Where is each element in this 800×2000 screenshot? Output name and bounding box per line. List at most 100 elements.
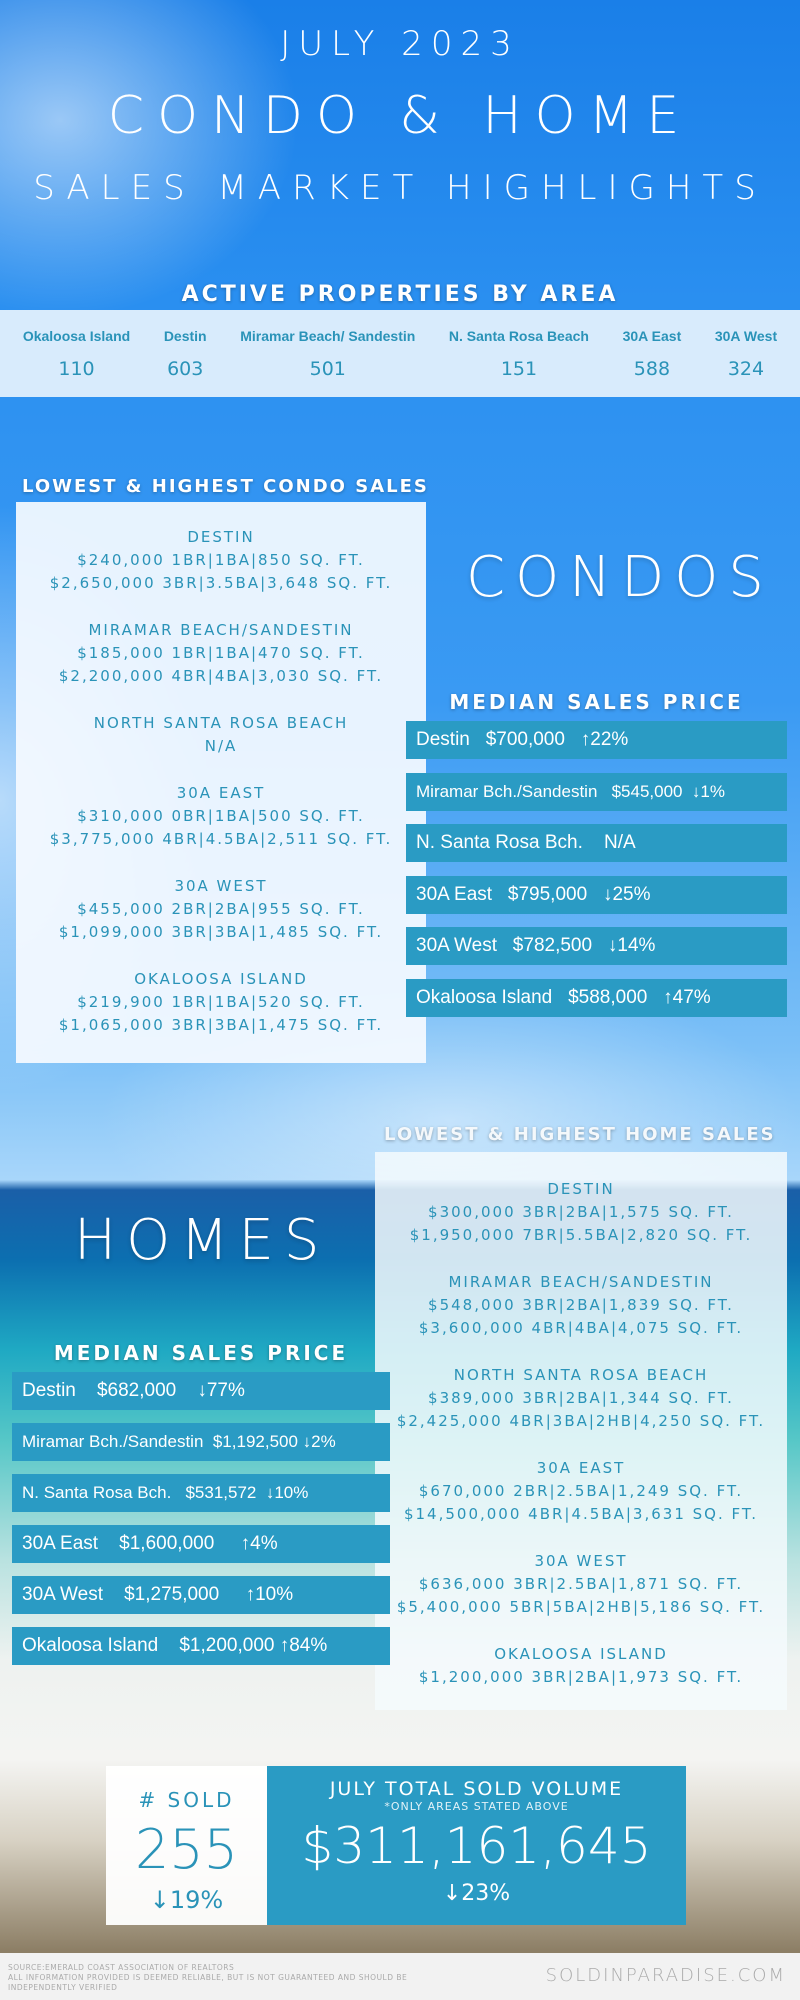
sales-line: $14,500,000 4BR|4.5BA|3,631 SQ. FT. <box>403 1505 759 1523</box>
active-properties-band: Okaloosa Island 110 Destin 603 Miramar Beach… <box>0 310 800 397</box>
median-row: 30A West $1,275,000 ↑10% <box>12 1576 390 1614</box>
sales-group: 30A WEST $455,000 2BR|2BA|955 SQ. FT. $1,0… <box>16 875 426 944</box>
sales-area: DESTIN <box>187 528 255 546</box>
area-column: 30A West 324 <box>715 310 777 397</box>
header-month: JULY 2023 <box>280 24 520 64</box>
median-row: 30A East $795,000 ↓25% <box>406 875 787 914</box>
sales-line: $670,000 2BR|2.5BA|1,249 SQ. FT. <box>418 1482 744 1500</box>
condo-sales-title: LOWEST & HIGHEST CONDO SALES <box>22 476 429 497</box>
sales-line: $2,650,000 3BR|3.5BA|3,648 SQ. FT. <box>49 574 393 592</box>
sales-line: $455,000 2BR|2BA|955 SQ. FT. <box>77 900 365 918</box>
area-count: 110 <box>58 358 95 380</box>
home-median-list: Destin $682,000 ↓77% Miramar Bch./Sandest… <box>12 1372 390 1678</box>
sales-area: 30A WEST <box>174 877 268 895</box>
sales-line: $1,200,000 3BR|2BA|1,973 SQ. FT. <box>418 1668 744 1686</box>
sales-group: 30A EAST $670,000 2BR|2.5BA|1,249 SQ. FT.… <box>375 1457 787 1526</box>
median-row: Miramar Bch./Sandestin $1,192,500 ↓2% <box>12 1423 390 1461</box>
sales-group: NORTH SANTA ROSA BEACH $389,000 3BR|2BA|1… <box>375 1364 787 1433</box>
sold-count: 255 <box>134 1818 239 1881</box>
sales-group: MIRAMAR BEACH/SANDESTIN $185,000 1BR|1BA|… <box>16 619 426 688</box>
area-count: 588 <box>633 358 671 380</box>
page-subtitle: SALES MARKET HIGHLIGHTS <box>33 168 767 208</box>
sales-line: $3,600,000 4BR|4BA|4,075 SQ. FT. <box>418 1319 744 1337</box>
active-title: ACTIVE PROPERTIES BY AREA <box>181 282 619 307</box>
area-column: 30A East 588 <box>623 310 682 397</box>
median-row: N. Santa Rosa Bch. N/A <box>406 824 787 862</box>
sales-line: $636,000 3BR|2.5BA|1,871 SQ. FT. <box>418 1575 744 1593</box>
condo-median-title: MEDIAN SALES PRICE <box>449 690 744 714</box>
sales-line: $185,000 1BR|1BA|470 SQ. FT. <box>77 644 365 662</box>
area-name: Destin <box>163 328 207 344</box>
sales-line: $240,000 1BR|1BA|850 SQ. FT. <box>77 551 365 569</box>
sold-count-box: # SOLD 255 ↓19% <box>106 1766 267 1925</box>
area-column: Destin 603 <box>164 310 207 397</box>
sales-group: NORTH SANTA ROSA BEACH N/A <box>16 712 426 758</box>
sales-line: $548,000 3BR|2BA|1,839 SQ. FT. <box>428 1296 734 1314</box>
footer: SOURCE:EMERALD COAST ASSOCIATION OF REAL… <box>0 1953 800 2000</box>
sales-area: OKALOOSA ISLAND <box>134 970 308 988</box>
homes-label: HOMES <box>74 1208 330 1273</box>
sales-group: 30A EAST $310,000 0BR|1BA|500 SQ. FT. $3,7… <box>16 782 426 851</box>
sales-area: 30A WEST <box>534 1552 628 1570</box>
median-row: Destin $700,000 ↑22% <box>406 721 787 759</box>
sales-area: 30A EAST <box>176 784 266 802</box>
volume-change: ↓23% <box>442 1881 511 1906</box>
footer-disclaimer: ALL INFORMATION PROVIDED IS DEEMED RELIA… <box>8 1973 408 1992</box>
sales-line: $5,400,000 5BR|5BA|2HB|5,186 SQ. FT. <box>396 1598 766 1616</box>
volume-label: JULY TOTAL SOLD VOLUME <box>329 1778 624 1800</box>
sales-line: $2,425,000 4BR|3BA|2HB|4,250 SQ. FT. <box>396 1412 766 1430</box>
condo-median-list: Destin $700,000 ↑22% Miramar Bch./Sandest… <box>406 721 787 1030</box>
sales-line: N/A <box>204 737 238 755</box>
median-row: Okaloosa Island $1,200,000 ↑84% <box>12 1627 390 1665</box>
area-column: Miramar Beach/ Sandestin 501 <box>240 310 415 397</box>
sales-line: $300,000 3BR|2BA|1,575 SQ. FT. <box>428 1203 734 1221</box>
median-row: Miramar Bch./Sandestin $545,000 ↓1% <box>406 772 787 811</box>
sales-area: NORTH SANTA ROSA BEACH <box>93 714 349 732</box>
volume-box: JULY TOTAL SOLD VOLUME *ONLY AREAS STATE… <box>267 1766 686 1925</box>
sales-area: MIRAMAR BEACH/SANDESTIN <box>448 1273 714 1291</box>
sales-line: $389,000 3BR|2BA|1,344 SQ. FT. <box>428 1389 734 1407</box>
condo-sales-box: DESTIN $240,000 1BR|1BA|850 SQ. FT. $2,650… <box>16 502 426 1063</box>
area-name: Miramar Beach/ Sandestin <box>240 328 416 344</box>
home-median-title: MEDIAN SALES PRICE <box>53 1341 349 1365</box>
area-name: 30A West <box>714 328 778 344</box>
sales-line: $310,000 0BR|1BA|500 SQ. FT. <box>77 807 365 825</box>
sales-area: 30A EAST <box>536 1459 626 1477</box>
area-name: N. Santa Rosa Beach <box>448 328 589 344</box>
sales-group: DESTIN $300,000 3BR|2BA|1,575 SQ. FT. $1,9… <box>375 1178 787 1247</box>
sales-area: NORTH SANTA ROSA BEACH <box>453 1366 709 1384</box>
area-column: Okaloosa Island 110 <box>23 310 130 397</box>
area-name: Okaloosa Island <box>22 328 131 344</box>
area-column: N. Santa Rosa Beach 151 <box>449 310 589 397</box>
sales-line: $3,775,000 4BR|4.5BA|2,511 SQ. FT. <box>49 830 393 848</box>
sales-line: $219,900 1BR|1BA|520 SQ. FT. <box>77 993 365 1011</box>
median-row: 30A West $782,500 ↓14% <box>406 927 787 965</box>
page-title: CONDO & HOME <box>107 86 693 146</box>
area-count: 501 <box>309 358 346 380</box>
home-sales-title: LOWEST & HIGHEST HOME SALES <box>384 1124 776 1145</box>
site-link[interactable]: SOLDINPARADISE.COM <box>545 1965 786 1986</box>
median-row: Destin $682,000 ↓77% <box>12 1372 390 1410</box>
sales-group: DESTIN $240,000 1BR|1BA|850 SQ. FT. $2,650… <box>16 526 426 595</box>
sold-change: ↓19% <box>149 1886 224 1914</box>
volume-note: *ONLY AREAS STATED ABOVE <box>384 1800 569 1813</box>
sales-line: $1,099,000 3BR|3BA|1,485 SQ. FT. <box>58 923 384 941</box>
area-name: 30A East <box>622 328 682 344</box>
area-count: 603 <box>167 358 204 380</box>
sales-area: MIRAMAR BEACH/SANDESTIN <box>88 621 354 639</box>
sales-group: 30A WEST $636,000 3BR|2.5BA|1,871 SQ. FT.… <box>375 1550 787 1619</box>
home-sales-box: DESTIN $300,000 3BR|2BA|1,575 SQ. FT. $1,9… <box>375 1152 787 1710</box>
area-count: 324 <box>727 358 765 380</box>
sales-group: MIRAMAR BEACH/SANDESTIN $548,000 3BR|2BA|… <box>375 1271 787 1340</box>
sales-area: DESTIN <box>547 1180 615 1198</box>
sales-group: OKALOOSA ISLAND $1,200,000 3BR|2BA|1,973 … <box>375 1643 787 1689</box>
volume-value: $311,161,645 <box>301 1817 652 1875</box>
median-row: 30A East $1,600,000 ↑4% <box>12 1525 390 1563</box>
sales-line: $1,950,000 7BR|5.5BA|2,820 SQ. FT. <box>409 1226 753 1244</box>
condos-label: CONDOS <box>466 545 774 610</box>
area-count: 151 <box>500 358 538 380</box>
sales-line: $1,065,000 3BR|3BA|1,475 SQ. FT. <box>58 1016 384 1034</box>
median-row: Okaloosa Island $588,000 ↑47% <box>406 978 787 1017</box>
sales-line: $2,200,000 4BR|4BA|3,030 SQ. FT. <box>58 667 384 685</box>
median-row: N. Santa Rosa Bch. $531,572 ↓10% <box>12 1474 390 1512</box>
